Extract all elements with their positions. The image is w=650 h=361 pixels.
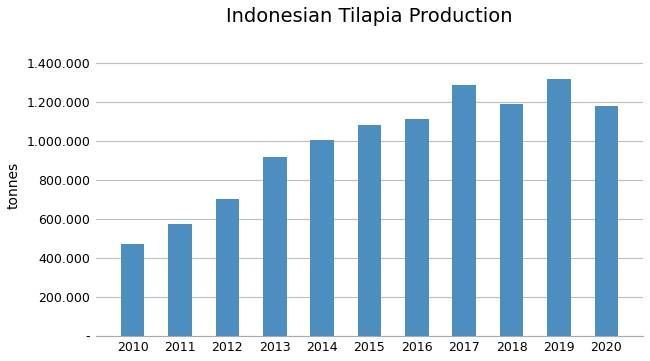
Bar	[216, 199, 239, 335]
Bar	[358, 125, 382, 335]
Title: Indonesian Tilapia Production: Indonesian Tilapia Production	[226, 7, 513, 26]
Bar	[121, 244, 144, 335]
Bar	[263, 157, 287, 335]
Bar	[310, 140, 334, 335]
Bar	[547, 79, 571, 335]
Bar	[500, 104, 523, 335]
Y-axis label: tonnes: tonnes	[7, 162, 21, 209]
Bar	[405, 118, 429, 335]
Bar	[168, 223, 192, 335]
Bar	[595, 106, 618, 335]
Bar	[452, 86, 476, 335]
